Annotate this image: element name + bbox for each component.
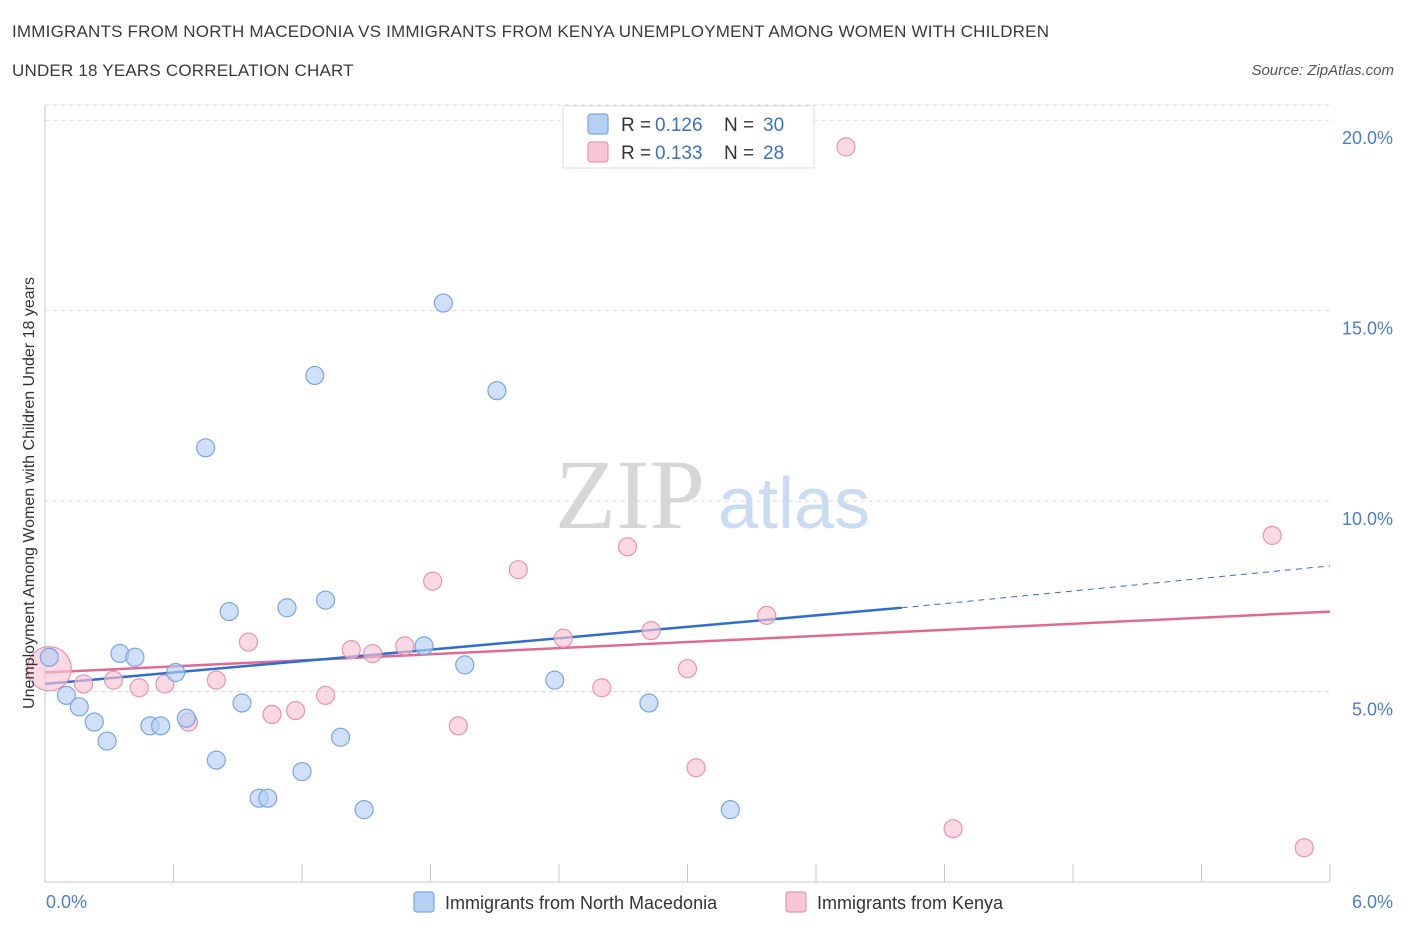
kenya-point-16 bbox=[508, 560, 528, 580]
bottom-legend-label-kenya: Immigrants from Kenya bbox=[817, 893, 1004, 913]
north-macedonia-point-27 bbox=[545, 670, 565, 690]
legend-swatch-kenya bbox=[587, 141, 609, 163]
north-macedonia-point-21 bbox=[330, 727, 351, 747]
watermark-zip: ZIP bbox=[555, 439, 705, 550]
north-macedonia-point-8 bbox=[151, 716, 171, 736]
north-macedonia-point-19 bbox=[292, 761, 312, 782]
bottom-legend-label-north-macedonia: Immigrants from North Macedonia bbox=[445, 893, 718, 913]
legend-n-value-2: 28 bbox=[763, 143, 784, 164]
kenya-point-6 bbox=[206, 670, 226, 690]
north-macedonia-point-23 bbox=[414, 636, 434, 656]
y-axis-label: Unemployment Among Women with Children U… bbox=[21, 277, 38, 709]
kenya-point-20 bbox=[641, 621, 661, 641]
kenya-point-3 bbox=[129, 678, 149, 698]
north-macedonia-point-4 bbox=[97, 731, 117, 751]
kenya-point-13 bbox=[395, 636, 415, 656]
kenya-point-26 bbox=[1262, 525, 1282, 545]
kenya-point-12 bbox=[363, 643, 383, 664]
kenya-point-7 bbox=[238, 632, 259, 652]
legend-n-value-1: 30 bbox=[763, 115, 784, 136]
north-macedonia-point-11 bbox=[196, 438, 216, 458]
north-macedonia-point-2 bbox=[69, 697, 89, 717]
bottom-legend: Immigrants from North Macedonia Immigran… bbox=[413, 891, 1004, 913]
kenya-point-10 bbox=[315, 685, 336, 705]
north-macedonia-point-14 bbox=[232, 693, 252, 713]
y-tick-label-2: 15.0% bbox=[1342, 319, 1393, 339]
gridlines bbox=[45, 104, 1330, 693]
north-macedonia-point-10 bbox=[176, 708, 196, 728]
kenya-point-21 bbox=[677, 659, 698, 679]
kenya-point-23 bbox=[757, 605, 777, 625]
axes bbox=[44, 105, 1331, 883]
north-macedonia-point-12 bbox=[206, 750, 226, 770]
legend-r-label-2: R = bbox=[621, 143, 651, 164]
kenya-point-11 bbox=[341, 640, 361, 660]
legend-r-label-1: R = bbox=[621, 115, 651, 136]
y-tick-label-0: 5.0% bbox=[1352, 700, 1393, 720]
kenya-point-18 bbox=[592, 678, 612, 698]
north-macedonia-point-6 bbox=[125, 647, 145, 667]
north-macedonia-point-18 bbox=[305, 365, 325, 386]
legend-box: R = 0.126 N = 30 R = 0.133 N = 28 bbox=[562, 105, 815, 169]
kenya-point-14 bbox=[423, 571, 443, 591]
kenya-point-2 bbox=[103, 670, 124, 690]
trend-line-kenya bbox=[44, 610, 1331, 674]
north-macedonia-point-16 bbox=[258, 788, 278, 808]
series-north-macedonia-points bbox=[39, 293, 740, 820]
x-tick-label-min: 0.0% bbox=[46, 892, 87, 912]
north-macedonia-point-24 bbox=[433, 293, 453, 313]
north-macedonia-point-17 bbox=[277, 598, 297, 618]
kenya-point-19 bbox=[617, 537, 638, 557]
y-tick-labels: 5.0% 10.0% 15.0% 20.0% bbox=[1342, 128, 1393, 719]
kenya-point-24 bbox=[836, 137, 856, 157]
source-label: Source: ZipAtlas.com bbox=[1251, 62, 1394, 79]
north-macedonia-point-3 bbox=[84, 712, 104, 732]
north-macedonia-point-0 bbox=[39, 647, 59, 667]
chart-title-line2: UNDER 18 YEARS CORRELATION CHART bbox=[12, 61, 354, 80]
kenya-point-15 bbox=[448, 716, 468, 736]
north-macedonia-point-26 bbox=[487, 381, 507, 401]
watermark-atlas: atlas bbox=[718, 464, 870, 544]
kenya-point-17 bbox=[553, 628, 573, 648]
kenya-point-27 bbox=[1294, 838, 1314, 858]
kenya-point-9 bbox=[285, 701, 306, 721]
y-tick-label-1: 10.0% bbox=[1342, 509, 1393, 529]
bottom-legend-swatch-kenya bbox=[785, 891, 807, 913]
north-macedonia-point-29 bbox=[720, 800, 740, 820]
legend-swatch-north-macedonia bbox=[587, 113, 609, 135]
legend-n-label-2: N = bbox=[724, 143, 754, 164]
north-macedonia-point-1 bbox=[56, 685, 77, 705]
north-macedonia-point-22 bbox=[354, 800, 374, 820]
kenya-point-22 bbox=[686, 758, 706, 778]
x-tick-marks bbox=[44, 864, 1331, 882]
bottom-legend-swatch-north-macedonia bbox=[413, 891, 435, 913]
x-tick-label-max: 6.0% bbox=[1352, 892, 1393, 912]
y-tick-label-3: 20.0% bbox=[1342, 128, 1393, 148]
legend-r-value-2: 0.133 bbox=[655, 143, 703, 164]
trend-line-north-macedonia-extension bbox=[901, 565, 1331, 609]
north-macedonia-point-20 bbox=[315, 590, 336, 610]
kenya-point-0 bbox=[26, 646, 72, 692]
north-macedonia-point-25 bbox=[455, 655, 475, 675]
legend-r-value-1: 0.126 bbox=[655, 115, 703, 136]
north-macedonia-point-28 bbox=[639, 693, 659, 713]
kenya-point-8 bbox=[262, 704, 282, 725]
north-macedonia-point-13 bbox=[219, 601, 239, 622]
legend-n-label-1: N = bbox=[724, 115, 754, 136]
north-macedonia-point-9 bbox=[166, 662, 186, 683]
kenya-point-25 bbox=[943, 819, 963, 839]
chart-title-line1: IMMIGRANTS FROM NORTH MACEDONIA VS IMMIG… bbox=[12, 22, 1050, 41]
kenya-point-1 bbox=[73, 674, 94, 694]
